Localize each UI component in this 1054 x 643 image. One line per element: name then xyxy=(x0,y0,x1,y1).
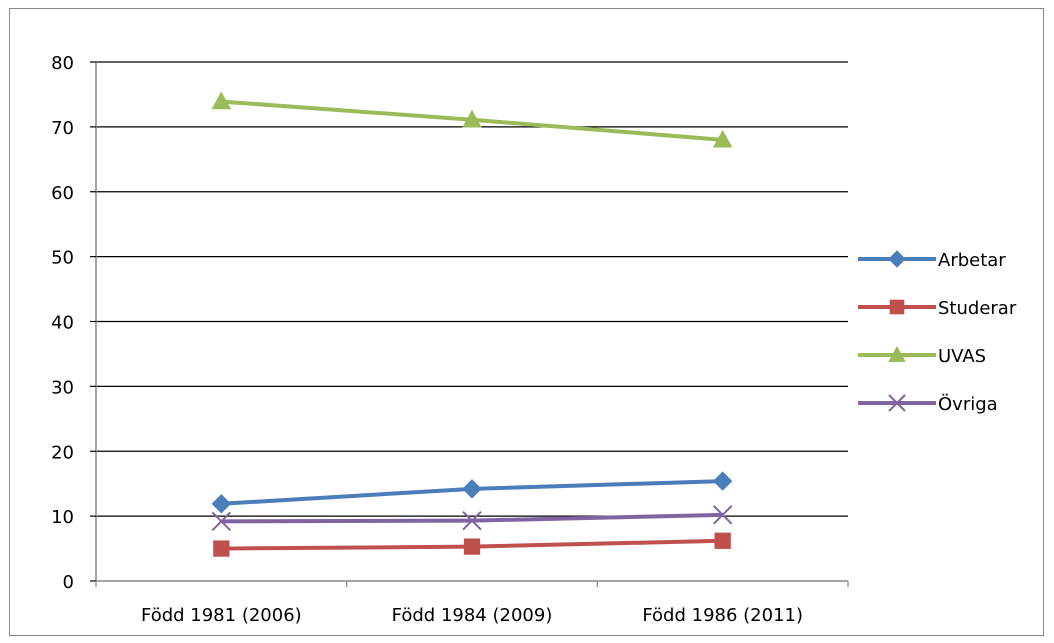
gridlines xyxy=(96,61,848,517)
x-tick-label: Född 1981 (2006) xyxy=(141,605,302,626)
x-tick-label: Född 1986 (2011) xyxy=(642,605,803,626)
legend-item: Studerar xyxy=(858,298,1017,319)
series-uvas xyxy=(211,91,733,148)
y-tick-label: 10 xyxy=(51,507,74,528)
y-tick-label: 80 xyxy=(51,53,74,74)
point-marker xyxy=(712,471,733,491)
y-tick-label: 30 xyxy=(51,377,74,398)
point-marker xyxy=(462,109,482,128)
legend-label: UVAS xyxy=(938,346,986,367)
legend: Arbetar Studerar UVAS Övriga xyxy=(858,250,1017,415)
point-marker xyxy=(712,505,733,525)
point-marker xyxy=(888,250,906,268)
point-marker xyxy=(712,129,733,148)
point-marker xyxy=(888,345,906,362)
legend-label: Övriga xyxy=(938,393,998,415)
legend-label: Arbetar xyxy=(938,250,1006,271)
series-arbetar xyxy=(211,471,733,514)
point-marker xyxy=(462,479,482,499)
point-marker xyxy=(211,511,232,532)
y-tick-label: 50 xyxy=(51,248,74,269)
y-tick-label: 40 xyxy=(51,313,74,334)
point-marker xyxy=(888,394,906,412)
y-axis-ticks: 0 10 20 30 40 50 60 70 80 xyxy=(51,53,96,593)
point-marker-stroke xyxy=(211,511,232,532)
point-marker xyxy=(714,532,731,549)
point-marker-stroke xyxy=(462,510,482,531)
series-studerar xyxy=(213,532,731,557)
series-group xyxy=(211,91,733,557)
y-tick-label: 60 xyxy=(51,183,74,204)
point-marker xyxy=(211,494,232,514)
point-marker xyxy=(213,540,230,557)
legend-label: Studerar xyxy=(938,298,1017,319)
point-marker-stroke xyxy=(888,394,906,412)
point-marker-stroke xyxy=(712,505,733,525)
x-tick-label: Född 1984 (2009) xyxy=(392,605,553,626)
legend-item: Arbetar xyxy=(858,250,1006,271)
point-marker xyxy=(462,510,482,531)
x-axis-ticks: Född 1981 (2006) Född 1984 (2009) Född 198… xyxy=(95,581,849,626)
y-tick-label: 70 xyxy=(51,118,74,139)
point-marker xyxy=(463,538,481,555)
y-tick-label: 0 xyxy=(63,572,74,593)
legend-item: UVAS xyxy=(858,345,986,367)
series--vriga xyxy=(211,505,733,532)
y-tick-label: 20 xyxy=(51,442,74,463)
point-marker xyxy=(889,299,905,315)
legend-item: Övriga xyxy=(858,393,998,415)
point-marker xyxy=(211,91,232,110)
